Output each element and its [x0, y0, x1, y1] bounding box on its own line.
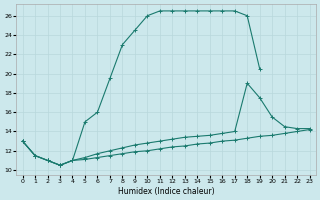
- X-axis label: Humidex (Indice chaleur): Humidex (Indice chaleur): [118, 187, 214, 196]
